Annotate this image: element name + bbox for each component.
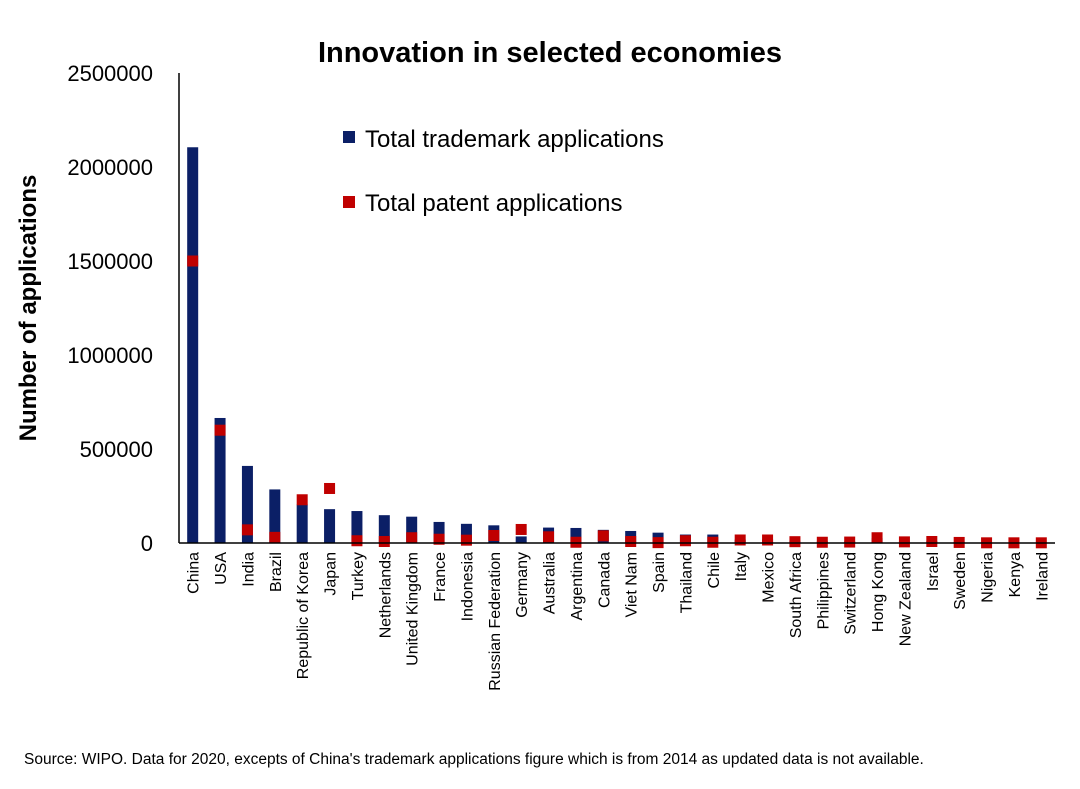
patent-markers bbox=[187, 255, 1047, 549]
category-label: Brazil bbox=[268, 552, 285, 592]
source-note: Source: WIPO. Data for 2020, excepts of … bbox=[24, 751, 924, 768]
marker-patent bbox=[844, 536, 856, 548]
category-label: Nigeria bbox=[980, 552, 997, 603]
category-label: Japan bbox=[323, 552, 340, 596]
y-tick-label: 2000000 bbox=[67, 155, 153, 180]
bar-trademark bbox=[460, 523, 472, 543]
marker-patent bbox=[241, 524, 253, 536]
category-label: Netherlands bbox=[377, 552, 394, 638]
category-label: Australia bbox=[542, 552, 559, 614]
category-label: India bbox=[240, 552, 257, 587]
marker-patent bbox=[926, 535, 938, 547]
marker-patent bbox=[762, 534, 774, 546]
marker-patent bbox=[351, 535, 363, 547]
bar-trademark bbox=[324, 509, 336, 543]
marker-patent bbox=[378, 535, 390, 547]
y-tick-label: 500000 bbox=[80, 437, 153, 462]
category-labels: China USA India Brazil Republic of Korea Japa… bbox=[186, 552, 1052, 691]
legend: Total trademark applications Total paten… bbox=[343, 126, 664, 217]
bar-trademark bbox=[406, 516, 418, 543]
category-label: Philippines bbox=[815, 552, 832, 629]
bar-trademark bbox=[269, 489, 281, 543]
marker-patent bbox=[324, 482, 336, 494]
bar-trademark bbox=[241, 465, 253, 543]
category-label: USA bbox=[213, 552, 230, 585]
bar-trademark bbox=[351, 511, 363, 543]
category-label: Viet Nam bbox=[624, 552, 641, 618]
category-label: Canada bbox=[596, 552, 613, 608]
legend-swatch-patent bbox=[343, 196, 355, 208]
category-label: Russian Federation bbox=[487, 552, 504, 691]
category-label: Ireland bbox=[1034, 552, 1051, 601]
marker-patent bbox=[789, 536, 801, 548]
bar-trademark bbox=[378, 515, 390, 543]
marker-patent bbox=[597, 530, 609, 542]
category-label: China bbox=[186, 552, 203, 594]
y-tick-label: 1500000 bbox=[67, 249, 153, 274]
category-label: Spain bbox=[651, 552, 668, 593]
category-label: Mexico bbox=[761, 552, 778, 603]
y-tick-label: 0 bbox=[141, 531, 153, 556]
marker-patent bbox=[433, 533, 445, 545]
marker-patent bbox=[898, 536, 910, 548]
category-label: Switzerland bbox=[843, 552, 860, 635]
category-label: Kenya bbox=[1007, 552, 1024, 597]
marker-patent bbox=[871, 532, 883, 544]
category-label: Italy bbox=[733, 552, 750, 581]
marker-patent bbox=[460, 534, 472, 546]
category-label: Turkey bbox=[350, 552, 367, 600]
bar-trademark bbox=[296, 504, 308, 543]
marker-patent bbox=[816, 536, 828, 548]
marker-patent bbox=[543, 531, 555, 543]
category-label: France bbox=[432, 552, 449, 602]
marker-patent bbox=[488, 529, 500, 541]
category-label: New Zealand bbox=[897, 552, 914, 646]
category-label: Germany bbox=[514, 552, 531, 618]
bar-trademark bbox=[214, 417, 226, 543]
chart-title: Innovation in selected economies bbox=[318, 37, 782, 69]
category-label: Chile bbox=[706, 552, 723, 589]
category-label: Indonesia bbox=[459, 552, 476, 621]
legend-label-trademark: Total trademark applications bbox=[365, 126, 664, 153]
marker-patent bbox=[707, 536, 719, 548]
bar-trademark bbox=[515, 536, 527, 543]
category-label: Thailand bbox=[678, 552, 695, 613]
category-label: Israel bbox=[925, 552, 942, 591]
marker-patent bbox=[187, 255, 199, 267]
category-label: Sweden bbox=[952, 552, 969, 610]
bar-trademark bbox=[187, 147, 199, 543]
marker-patent bbox=[214, 424, 226, 436]
legend-swatch-trademark bbox=[343, 131, 355, 143]
category-label: Republic of Korea bbox=[295, 552, 312, 679]
axes bbox=[178, 73, 1055, 544]
marker-patent bbox=[625, 535, 637, 547]
marker-patent bbox=[406, 532, 418, 544]
bar-trademark bbox=[433, 521, 445, 543]
marker-patent bbox=[515, 523, 527, 535]
category-label: United Kingdom bbox=[405, 552, 422, 666]
marker-patent bbox=[570, 536, 582, 548]
marker-patent bbox=[296, 494, 308, 506]
marker-patent bbox=[679, 535, 691, 547]
marker-patent bbox=[734, 534, 746, 546]
y-tick-label: 2500000 bbox=[67, 61, 153, 86]
legend-label-patent: Total patent applications bbox=[365, 190, 623, 217]
category-label: South Africa bbox=[788, 552, 805, 638]
y-axis-label: Number of applications bbox=[15, 175, 42, 442]
y-axis-ticks: 0 500000 1000000 1500000 2000000 2500000 bbox=[67, 61, 153, 556]
category-label: Argentina bbox=[569, 552, 586, 621]
category-label: Hong Kong bbox=[870, 552, 887, 632]
y-tick-label: 1000000 bbox=[67, 343, 153, 368]
marker-patent bbox=[269, 531, 281, 543]
bar-trademark bbox=[570, 527, 582, 543]
